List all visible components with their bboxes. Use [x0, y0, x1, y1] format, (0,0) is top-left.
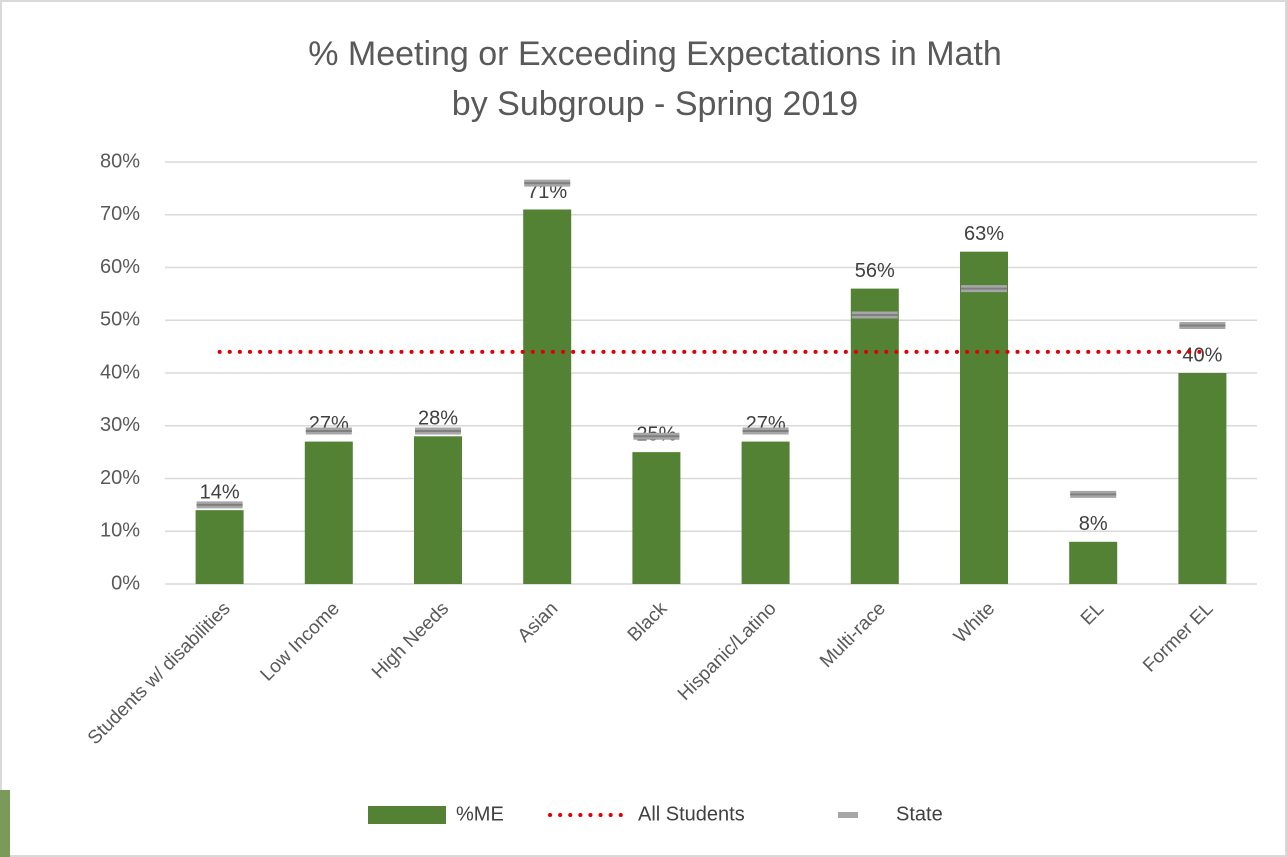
y-tick-label: 50% [100, 309, 140, 331]
y-tick-label: 20% [100, 467, 140, 489]
data-label: 63% [964, 223, 1004, 245]
bar [741, 441, 790, 584]
bar [414, 436, 462, 584]
y-tick-label: 40% [100, 361, 140, 383]
legend-swatch [368, 806, 446, 824]
bar [632, 452, 681, 584]
y-tick-label: 0% [111, 572, 140, 594]
bar [1178, 373, 1227, 584]
data-label: 8% [1079, 513, 1108, 535]
y-tick-label: 10% [100, 520, 140, 542]
y-tick-label: 60% [100, 256, 140, 278]
y-tick-label: 80% [100, 150, 140, 172]
legend-label: %ME [456, 803, 504, 825]
chart-title: by Subgroup - Spring 2019 [452, 85, 858, 123]
data-label: 40% [1182, 344, 1222, 366]
bar [960, 251, 1008, 585]
chart-title: % Meeting or Exceeding Expectations in M… [308, 35, 1002, 73]
y-tick-label: 70% [100, 203, 140, 225]
bar [523, 209, 572, 584]
data-label: 56% [855, 260, 895, 282]
bar [850, 288, 899, 584]
data-label: 28% [418, 408, 458, 430]
data-label: 14% [200, 481, 240, 503]
y-tick-label: 30% [100, 414, 140, 436]
legend-label: All Students [638, 803, 745, 825]
bar [1069, 541, 1118, 584]
bar [304, 441, 353, 584]
bar [195, 510, 244, 584]
decoration [0, 790, 10, 857]
legend-label: State [896, 803, 943, 825]
